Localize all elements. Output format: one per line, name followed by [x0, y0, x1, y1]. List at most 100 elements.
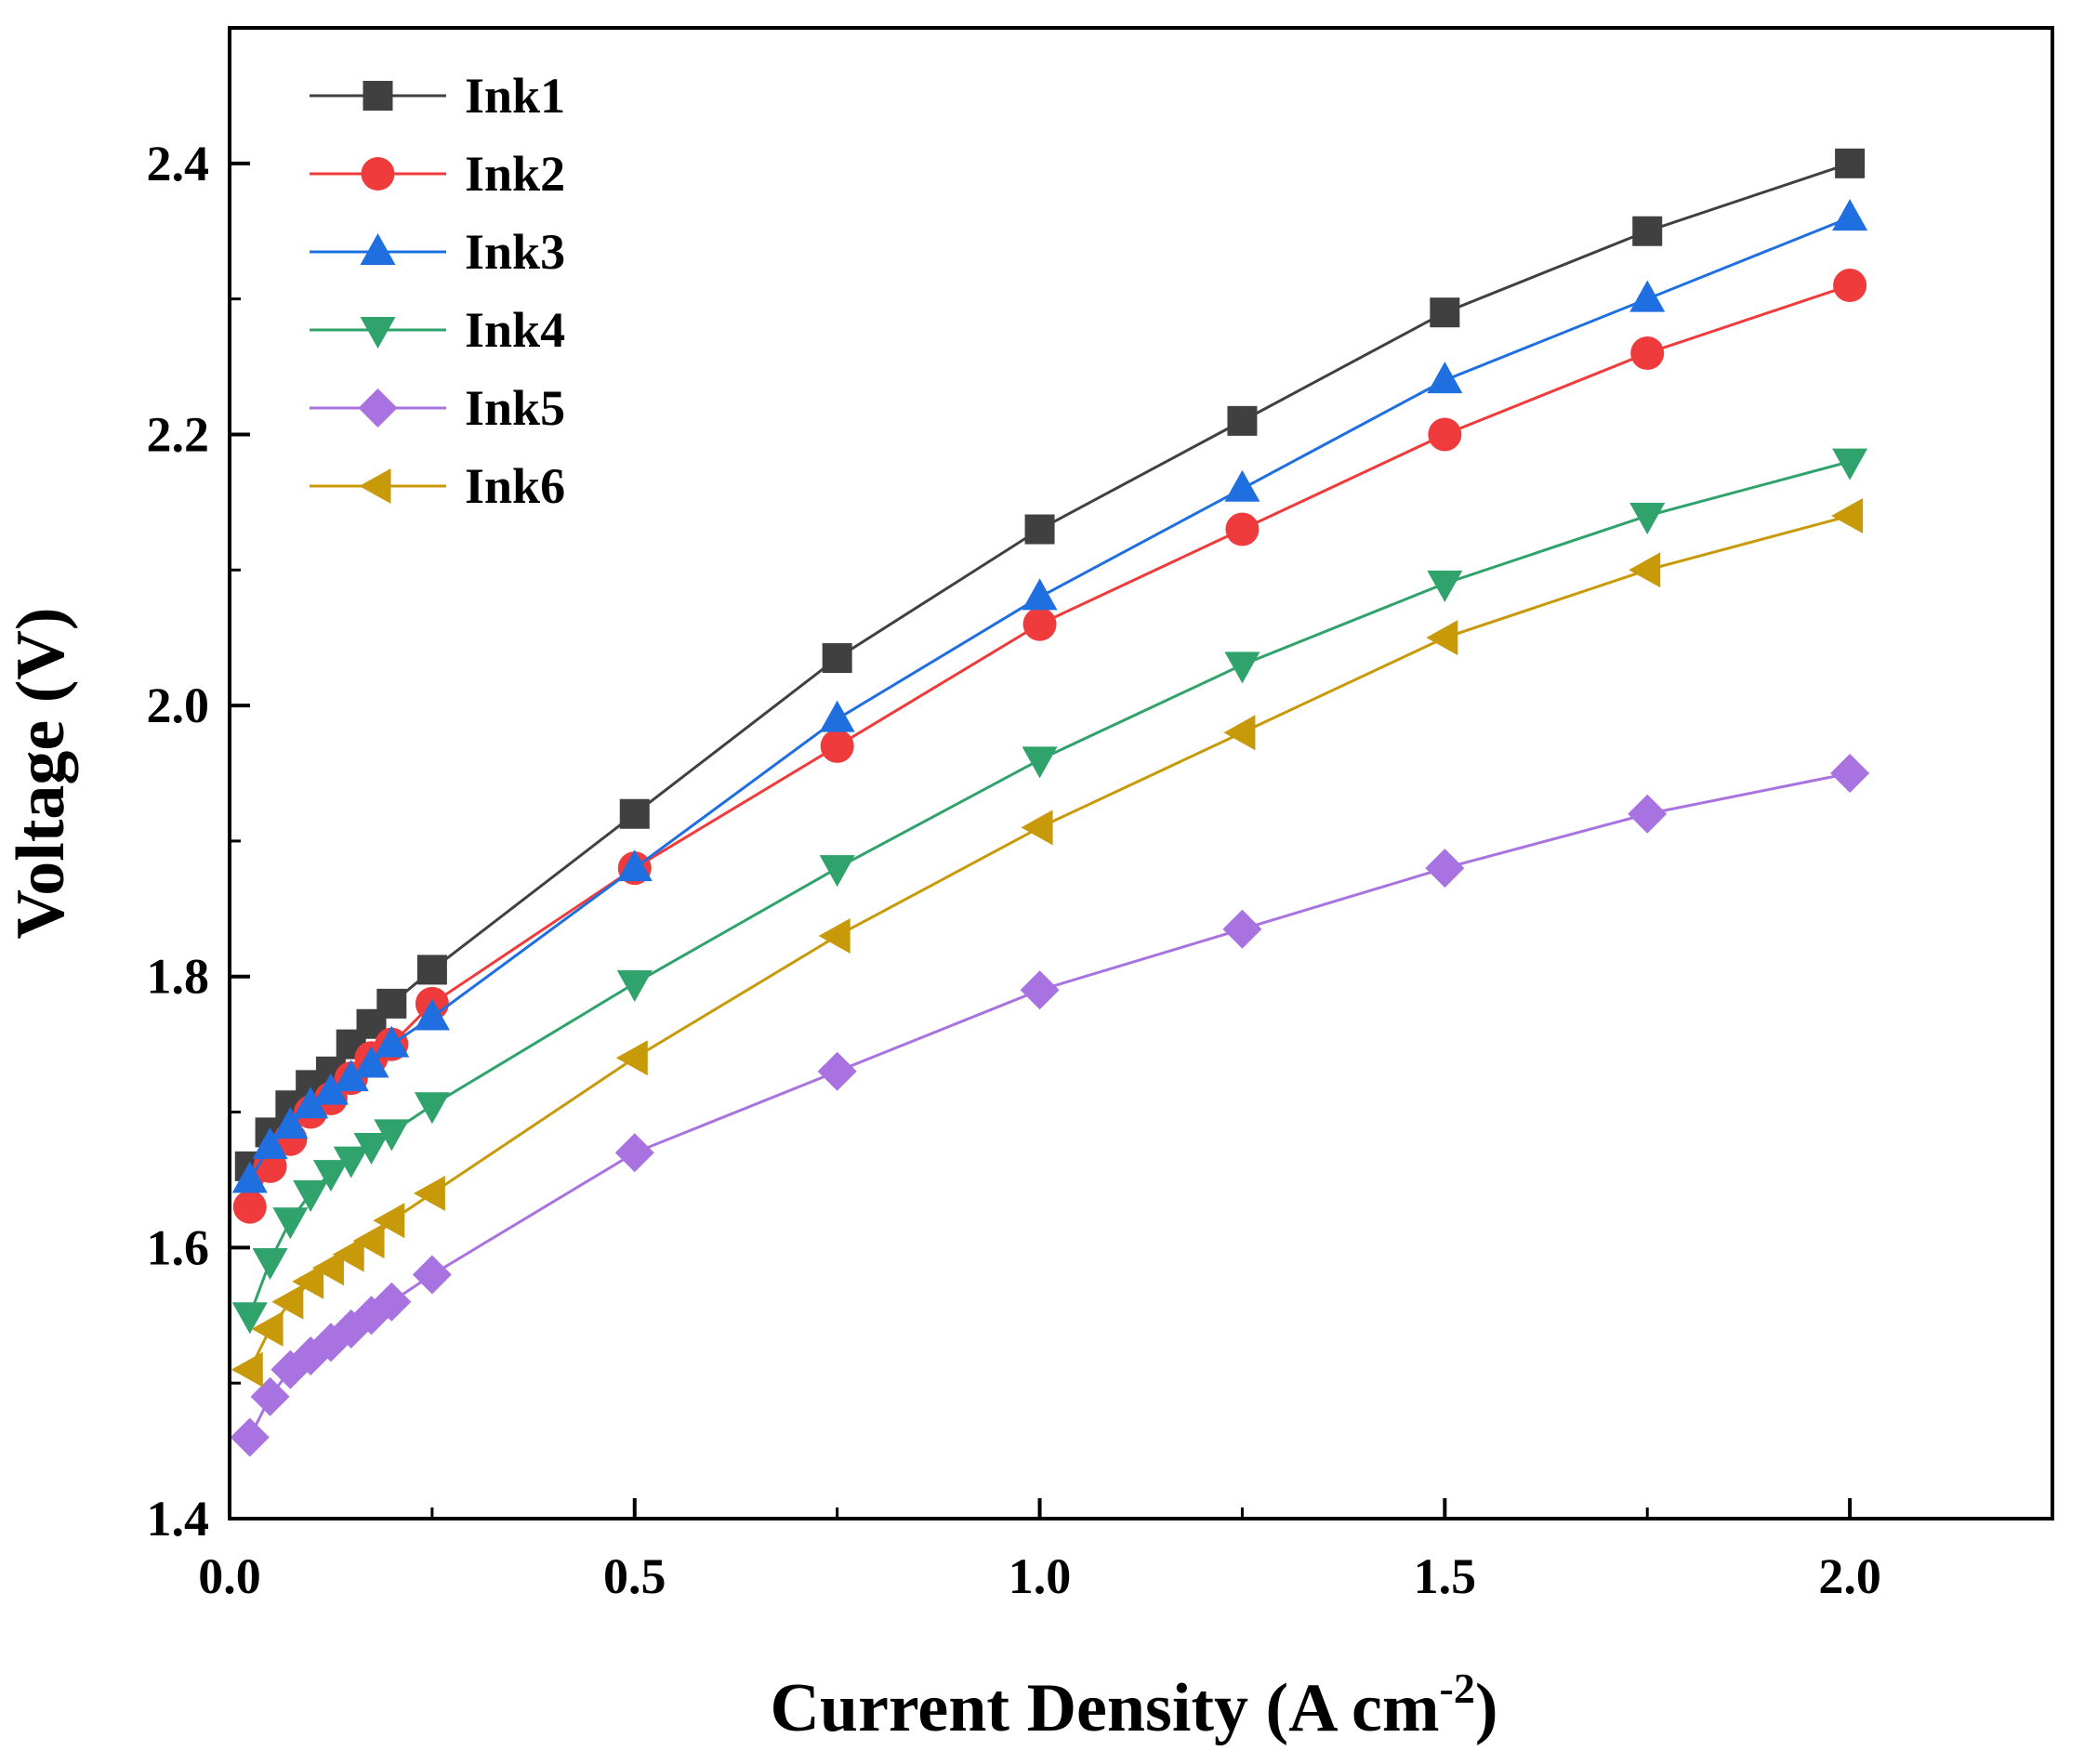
- x-tick-label: 0.0: [198, 1548, 261, 1604]
- data-point: [231, 1302, 268, 1335]
- data-point: [414, 998, 450, 1031]
- data-point: [1426, 620, 1458, 656]
- data-point: [374, 1119, 410, 1152]
- data-point: [353, 1046, 389, 1078]
- data-point: [1833, 269, 1867, 303]
- data-point: [252, 1247, 288, 1280]
- data-point: [1223, 715, 1256, 751]
- data-point: [1835, 148, 1866, 178]
- series-ink6: [231, 497, 1864, 1388]
- data-point: [1628, 794, 1668, 834]
- series-layer: [230, 148, 1870, 1457]
- data-point: [1425, 849, 1465, 889]
- legend-item-ink6: Ink6: [310, 458, 565, 514]
- y-tick-label: 2.4: [147, 136, 210, 191]
- data-point: [373, 1203, 405, 1239]
- data-point: [1632, 216, 1663, 246]
- data-point: [817, 1051, 857, 1091]
- data-point: [1427, 570, 1463, 602]
- x-axis-title-close: ): [1475, 1670, 1498, 1746]
- legend-marker: [361, 157, 395, 191]
- data-point: [272, 1207, 309, 1240]
- x-axis-title: Current Density (A cm-2): [770, 1665, 1497, 1746]
- x-tick-label: 2.0: [1818, 1548, 1881, 1604]
- data-point: [818, 917, 851, 954]
- data-point: [1430, 297, 1460, 328]
- legend-label: Ink5: [465, 380, 565, 436]
- y-tick-label: 1.8: [147, 949, 210, 1005]
- data-point: [332, 1236, 364, 1272]
- data-point: [293, 1086, 329, 1119]
- data-point: [353, 1133, 389, 1165]
- series-ink3: [231, 199, 1868, 1193]
- data-point: [1021, 810, 1053, 846]
- data-point: [272, 1107, 309, 1139]
- data-point: [232, 1190, 267, 1224]
- series-line: [248, 771, 1851, 1439]
- data-point: [414, 1092, 450, 1125]
- data-point: [252, 1127, 288, 1159]
- data-point: [231, 1351, 263, 1388]
- data-point: [230, 1417, 270, 1457]
- series-line: [248, 460, 1851, 1316]
- data-point: [333, 1060, 369, 1092]
- data-point: [1629, 280, 1666, 312]
- legend-marker: [363, 81, 393, 111]
- data-point: [1629, 502, 1666, 534]
- series-line: [248, 216, 1851, 1181]
- data-point: [412, 1255, 452, 1295]
- data-point: [250, 1376, 290, 1416]
- legend-item-ink1: Ink1: [310, 68, 565, 124]
- data-point: [1222, 909, 1262, 949]
- data-point: [1024, 514, 1055, 545]
- data-point: [1831, 497, 1864, 533]
- x-tick-label: 1.0: [1009, 1548, 1072, 1604]
- legend-marker: [360, 317, 396, 349]
- data-point: [619, 798, 650, 829]
- legend-label: Ink4: [465, 302, 565, 358]
- legend-label: Ink6: [465, 458, 565, 514]
- data-point: [376, 988, 407, 1019]
- data-point: [292, 1263, 324, 1299]
- data-point: [616, 970, 653, 1003]
- data-point: [251, 1310, 284, 1347]
- legend-marker: [359, 468, 391, 504]
- data-point: [1832, 448, 1868, 480]
- legend-item-ink4: Ink4: [310, 302, 565, 358]
- data-point: [1832, 199, 1868, 231]
- data-point: [231, 1161, 268, 1193]
- legend-label: Ink2: [465, 146, 565, 202]
- x-axis-title-superscript: -2: [1440, 1665, 1475, 1712]
- y-tick-label: 1.6: [147, 1219, 210, 1275]
- plot-frame: [228, 26, 2054, 1520]
- data-point: [312, 1160, 349, 1192]
- y-tick-label: 1.4: [147, 1491, 210, 1547]
- legend-item-ink3: Ink3: [310, 224, 565, 280]
- data-point: [372, 1282, 412, 1322]
- data-point: [1630, 336, 1665, 370]
- data-point: [311, 1250, 344, 1286]
- legend-marker: [358, 388, 398, 428]
- data-point: [1629, 552, 1661, 588]
- legend-label: Ink3: [465, 224, 565, 280]
- y-axis-title: Voltage (V): [3, 608, 79, 940]
- axes-layer: 0.0 0.5 1.0 1.5 2.0 1.4 1.6 1.8 2.0 2.2 2.4: [147, 26, 2054, 1604]
- y-tick-label: 2.2: [147, 406, 210, 462]
- data-point: [413, 1176, 445, 1212]
- data-point: [1022, 607, 1057, 641]
- data-point: [312, 1073, 349, 1105]
- data-point: [1022, 578, 1058, 611]
- data-point: [1227, 405, 1258, 436]
- data-point: [416, 954, 447, 985]
- data-point: [1224, 469, 1260, 502]
- legend: Ink1 Ink2 Ink3 Ink4 Ink5 Ink6: [310, 68, 565, 514]
- data-point: [616, 849, 653, 882]
- legend-label: Ink1: [465, 68, 565, 124]
- data-point: [1022, 746, 1058, 779]
- data-point: [293, 1180, 329, 1213]
- data-point: [271, 1284, 304, 1320]
- data-point: [822, 643, 852, 674]
- series-ink4: [231, 448, 1868, 1335]
- data-point: [374, 1025, 410, 1058]
